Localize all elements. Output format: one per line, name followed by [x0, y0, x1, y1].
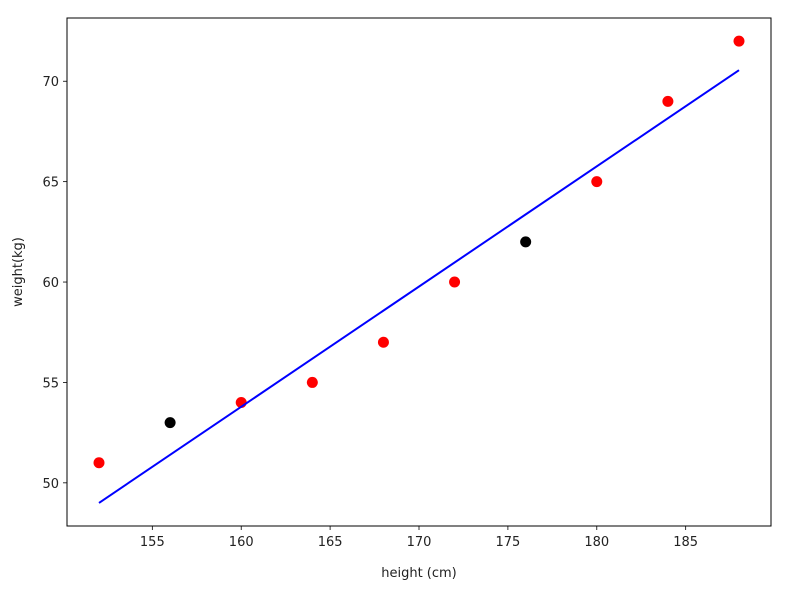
y-tick-label: 60 [42, 276, 59, 291]
x-axis-label: height (cm) [381, 566, 457, 581]
x-tick-label: 165 [318, 535, 343, 550]
point [164, 417, 176, 429]
y-tick-label: 55 [42, 376, 59, 391]
x-tick-label: 175 [495, 535, 520, 550]
y-tick-label: 50 [42, 477, 59, 492]
fit-line [98, 69, 740, 504]
x-tick-label: 170 [407, 535, 432, 550]
point [662, 95, 674, 107]
point [449, 276, 461, 288]
point [306, 376, 318, 388]
point [591, 176, 603, 188]
point [377, 336, 389, 348]
point [93, 457, 105, 469]
x-tick-label: 185 [673, 535, 698, 550]
y-axis-label: weight(kg) [11, 237, 26, 307]
x-tick-label: 180 [584, 535, 609, 550]
x-tick-label: 155 [140, 535, 165, 550]
x-tick-label: 160 [229, 535, 254, 550]
plot-frame [66, 17, 772, 527]
point [733, 35, 745, 47]
y-tick-label: 65 [42, 176, 59, 191]
point [520, 236, 532, 248]
y-tick-label: 70 [42, 75, 59, 90]
